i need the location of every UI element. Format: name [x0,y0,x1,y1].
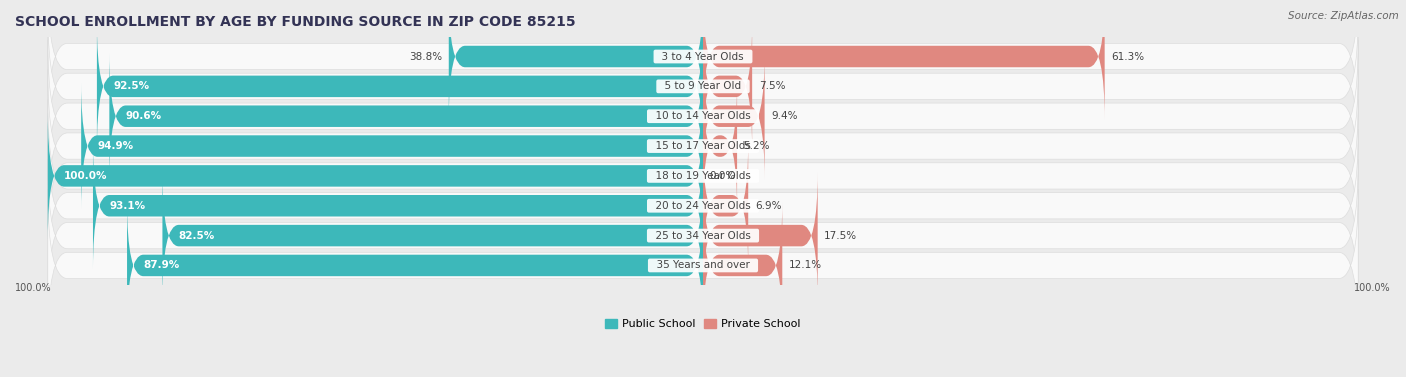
Text: 7.5%: 7.5% [759,81,785,91]
Text: 15 to 17 Year Olds: 15 to 17 Year Olds [648,141,758,151]
FancyBboxPatch shape [127,202,703,329]
Text: 10 to 14 Year Olds: 10 to 14 Year Olds [650,111,756,121]
FancyBboxPatch shape [449,0,703,120]
Text: 94.9%: 94.9% [97,141,134,151]
FancyBboxPatch shape [48,70,1358,222]
Text: 100.0%: 100.0% [15,283,52,293]
FancyBboxPatch shape [703,23,752,150]
FancyBboxPatch shape [703,142,748,270]
FancyBboxPatch shape [48,112,703,240]
Text: 93.1%: 93.1% [110,201,145,211]
FancyBboxPatch shape [703,52,765,180]
Text: 100.0%: 100.0% [65,171,108,181]
Text: SCHOOL ENROLLMENT BY AGE BY FUNDING SOURCE IN ZIP CODE 85215: SCHOOL ENROLLMENT BY AGE BY FUNDING SOUR… [15,15,575,29]
Text: Source: ZipAtlas.com: Source: ZipAtlas.com [1288,11,1399,21]
FancyBboxPatch shape [97,23,703,150]
Text: 25 to 34 Year Olds: 25 to 34 Year Olds [648,231,758,241]
Text: 0.0%: 0.0% [710,171,735,181]
Text: 18 to 19 Year Olds: 18 to 19 Year Olds [648,171,758,181]
Text: 38.8%: 38.8% [409,52,443,61]
FancyBboxPatch shape [703,172,818,299]
Text: 5.2%: 5.2% [744,141,770,151]
Text: 61.3%: 61.3% [1111,52,1144,61]
Text: 82.5%: 82.5% [179,231,215,241]
Text: 20 to 24 Year Olds: 20 to 24 Year Olds [650,201,756,211]
Text: 9.4%: 9.4% [770,111,797,121]
FancyBboxPatch shape [110,52,703,180]
FancyBboxPatch shape [48,40,1358,193]
FancyBboxPatch shape [82,82,703,210]
Text: 35 Years and over: 35 Years and over [650,261,756,270]
Text: 17.5%: 17.5% [824,231,858,241]
FancyBboxPatch shape [48,0,1358,133]
FancyBboxPatch shape [48,100,1358,252]
Text: 90.6%: 90.6% [125,111,162,121]
FancyBboxPatch shape [703,82,737,210]
FancyBboxPatch shape [703,202,782,329]
FancyBboxPatch shape [163,172,703,299]
FancyBboxPatch shape [48,189,1358,342]
FancyBboxPatch shape [48,129,1358,282]
FancyBboxPatch shape [93,142,703,270]
Text: 92.5%: 92.5% [114,81,149,91]
FancyBboxPatch shape [48,10,1358,163]
Text: 3 to 4 Year Olds: 3 to 4 Year Olds [655,52,751,61]
Text: 87.9%: 87.9% [143,261,180,270]
Text: 5 to 9 Year Old: 5 to 9 Year Old [658,81,748,91]
Text: 6.9%: 6.9% [755,201,782,211]
FancyBboxPatch shape [48,159,1358,312]
Text: 100.0%: 100.0% [1354,283,1391,293]
FancyBboxPatch shape [703,0,1105,120]
Text: 12.1%: 12.1% [789,261,823,270]
Legend: Public School, Private School: Public School, Private School [600,314,806,334]
